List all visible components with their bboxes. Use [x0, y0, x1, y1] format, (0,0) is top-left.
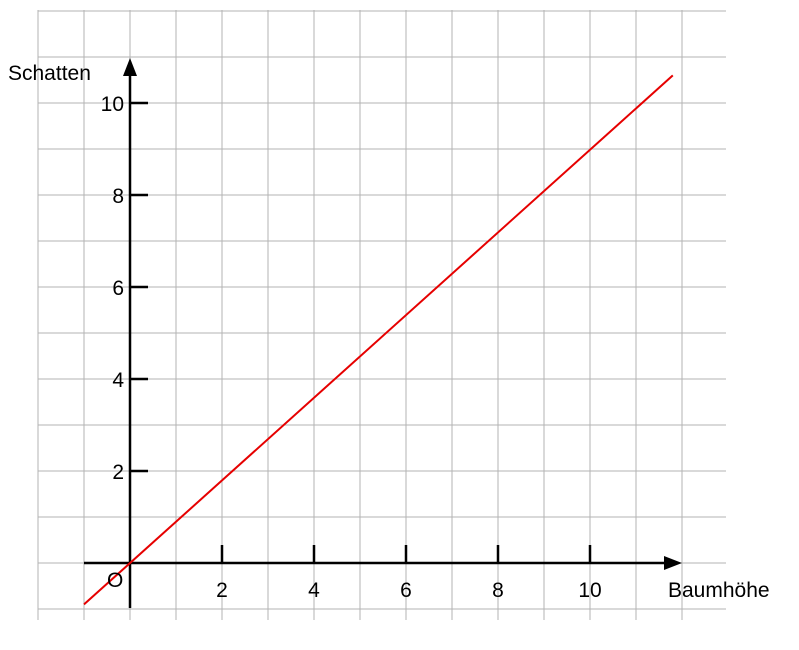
y-tick-label: 8 — [112, 185, 124, 208]
y-tick-label: 10 — [101, 93, 124, 116]
x-tick-label: 8 — [492, 579, 504, 602]
series-line — [83, 74, 674, 606]
series — [83, 74, 674, 606]
x-tick-label: 2 — [216, 579, 228, 602]
y-tick-label: 4 — [112, 369, 124, 392]
y-tick-label: 6 — [112, 277, 124, 300]
ticks: 2 4 6 8 10 2 4 6 8 10 — [101, 93, 602, 602]
y-axis-label: Schatten — [8, 62, 91, 85]
y-axis-arrowhead — [123, 58, 137, 76]
axes — [84, 58, 682, 608]
x-axis-label: Baumhöhe — [668, 579, 770, 602]
origin-label: O — [107, 569, 123, 592]
x-tick-label: 6 — [400, 579, 412, 602]
y-tick-label: 2 — [112, 461, 124, 484]
grid — [37, 10, 726, 620]
x-tick-label: 4 — [308, 579, 320, 602]
x-tick-label: 10 — [578, 579, 601, 602]
x-axis-arrowhead — [664, 556, 682, 570]
